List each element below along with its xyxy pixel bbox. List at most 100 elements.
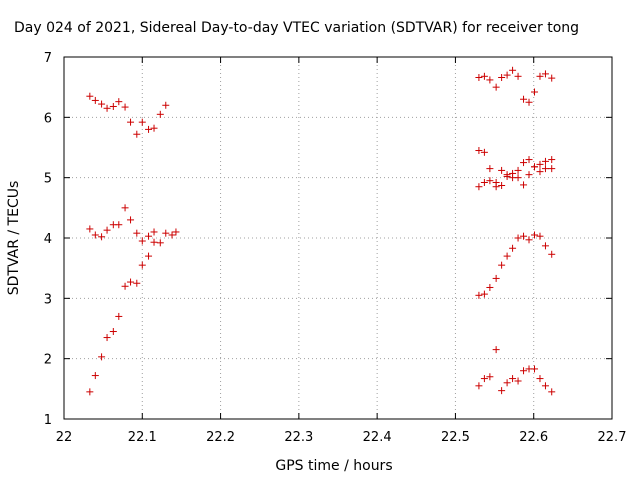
x-tick-label: 22.4 — [363, 430, 392, 445]
data-point — [541, 157, 549, 165]
data-point — [133, 229, 141, 237]
data-point — [548, 165, 556, 173]
data-point — [91, 96, 99, 104]
plot-frame — [63, 56, 613, 420]
data-point — [541, 165, 549, 173]
data-point — [514, 72, 522, 80]
data-point — [536, 160, 544, 168]
axis-ticks — [63, 56, 613, 420]
data-point — [548, 388, 556, 396]
data-point — [115, 98, 123, 106]
data-point — [536, 72, 544, 80]
data-point — [150, 228, 158, 236]
data-point — [503, 379, 511, 387]
data-point — [548, 74, 556, 82]
x-tick-label: 22.2 — [206, 430, 235, 445]
data-point — [133, 130, 141, 138]
data-point — [103, 226, 111, 234]
x-tick-label: 22.6 — [519, 430, 548, 445]
data-point — [162, 229, 170, 237]
data-point — [536, 375, 544, 383]
data-point — [530, 231, 538, 239]
data-point — [150, 238, 158, 246]
data-point — [145, 125, 153, 133]
data-point — [138, 237, 146, 245]
data-points — [86, 66, 556, 396]
data-point — [530, 88, 538, 96]
data-point — [492, 183, 500, 191]
data-point — [514, 166, 522, 174]
data-point — [475, 147, 483, 155]
data-point — [514, 377, 522, 385]
y-tick-label: 4 — [44, 232, 52, 247]
data-point — [498, 74, 506, 82]
data-point — [498, 182, 506, 190]
data-point — [548, 250, 556, 258]
data-point — [486, 283, 494, 291]
data-point — [536, 168, 544, 176]
data-point — [475, 382, 483, 390]
y-tick-label: 6 — [44, 111, 52, 126]
data-point — [156, 110, 164, 118]
data-point — [541, 70, 549, 78]
data-point — [530, 365, 538, 373]
x-tick-label: 22.1 — [128, 430, 157, 445]
data-point — [138, 261, 146, 269]
data-point — [103, 104, 111, 112]
y-tick-label: 7 — [44, 51, 52, 66]
data-point — [145, 252, 153, 260]
data-point — [156, 239, 164, 247]
data-point — [498, 387, 506, 395]
data-point — [138, 118, 146, 126]
x-tick-label: 22.5 — [441, 430, 470, 445]
y-axis-label: SDTVAR / TECUs — [6, 181, 22, 296]
data-point — [503, 252, 511, 260]
data-point — [492, 274, 500, 282]
data-point — [541, 242, 549, 250]
x-tick-label: 22.3 — [284, 430, 313, 445]
data-point — [127, 278, 135, 286]
data-point — [480, 72, 488, 80]
data-point — [520, 159, 528, 167]
data-point — [503, 171, 511, 179]
data-point — [121, 103, 129, 111]
data-point — [520, 232, 528, 240]
data-point — [509, 244, 517, 252]
data-point — [475, 291, 483, 299]
y-tick-label: 1 — [44, 413, 52, 428]
data-point — [109, 328, 117, 336]
y-tick-label: 2 — [44, 353, 52, 368]
data-point — [480, 375, 488, 383]
data-point — [530, 163, 538, 171]
data-point — [520, 181, 528, 189]
data-point — [548, 156, 556, 164]
data-point — [162, 101, 170, 109]
data-point — [98, 100, 106, 108]
data-point — [509, 66, 517, 74]
data-point — [121, 204, 129, 212]
data-point — [475, 183, 483, 191]
data-point — [121, 282, 129, 290]
data-point — [486, 165, 494, 173]
data-point — [541, 382, 549, 390]
data-point — [98, 353, 106, 361]
data-point — [480, 148, 488, 156]
data-point — [115, 312, 123, 320]
y-tick-label: 5 — [44, 172, 52, 187]
data-point — [498, 261, 506, 269]
data-point — [514, 174, 522, 182]
data-point — [86, 92, 94, 100]
data-point — [115, 221, 123, 229]
data-point — [525, 156, 533, 164]
data-point — [98, 233, 106, 241]
data-point — [109, 102, 117, 110]
data-point — [492, 83, 500, 91]
data-point — [475, 74, 483, 82]
data-point — [172, 228, 180, 236]
y-axis-tick-labels: 1 2 3 4 5 6 7 — [44, 51, 52, 428]
data-point — [514, 234, 522, 242]
data-point — [91, 231, 99, 239]
chart-title: Day 024 of 2021, Sidereal Day-to-day VTE… — [14, 20, 579, 36]
data-point — [520, 95, 528, 103]
